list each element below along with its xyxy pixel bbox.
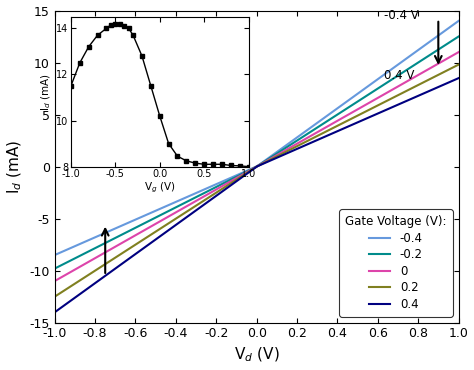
-0.2 xyxy=(456,34,461,39)
Line: 0: 0 xyxy=(55,52,458,281)
0.4 xyxy=(244,172,249,176)
0.4 xyxy=(246,170,252,174)
-0.2 xyxy=(446,41,452,45)
-0.2 xyxy=(246,168,252,173)
Line: 0.2: 0.2 xyxy=(55,65,458,297)
-0.4 xyxy=(52,253,58,257)
-0.2 xyxy=(383,81,389,86)
0.2 xyxy=(456,63,461,67)
Text: 0.4 V: 0.4 V xyxy=(384,68,414,81)
Line: -0.4: -0.4 xyxy=(55,21,458,255)
0.4 xyxy=(456,76,461,80)
0 xyxy=(246,169,252,173)
Y-axis label: I$_d$ (mA): I$_d$ (mA) xyxy=(6,139,24,194)
X-axis label: V$_d$ (V): V$_d$ (V) xyxy=(234,346,280,364)
-0.2 xyxy=(52,266,58,271)
-0.4 xyxy=(246,168,252,172)
0.2 xyxy=(246,169,252,174)
0.2 xyxy=(244,171,249,175)
Legend: -0.4, -0.2, 0, 0.2, 0.4: -0.4, -0.2, 0, 0.2, 0.4 xyxy=(339,209,453,317)
0.4 xyxy=(292,148,298,152)
-0.4 xyxy=(270,152,276,157)
0 xyxy=(456,50,461,54)
-0.4 xyxy=(383,71,389,76)
0.2 xyxy=(52,295,58,299)
0.4 xyxy=(446,80,452,85)
-0.2 xyxy=(292,139,298,144)
0 xyxy=(383,91,389,96)
0.2 xyxy=(292,145,298,149)
Line: 0.4: 0.4 xyxy=(55,78,458,312)
-0.4 xyxy=(446,26,452,30)
-0.4 xyxy=(244,169,249,173)
0 xyxy=(292,142,298,147)
0 xyxy=(270,155,276,159)
-0.2 xyxy=(270,154,276,158)
0.4 xyxy=(270,157,276,162)
0.2 xyxy=(446,67,452,72)
0.4 xyxy=(52,310,58,314)
0 xyxy=(52,279,58,283)
-0.2 xyxy=(244,169,249,174)
0 xyxy=(244,170,249,175)
-0.4 xyxy=(292,137,298,141)
0.2 xyxy=(383,99,389,104)
-0.4 xyxy=(456,19,461,23)
Text: -0.4 V: -0.4 V xyxy=(384,9,419,22)
0 xyxy=(446,56,452,60)
Line: -0.2: -0.2 xyxy=(55,37,458,269)
0.4 xyxy=(383,108,389,112)
0.2 xyxy=(270,156,276,161)
